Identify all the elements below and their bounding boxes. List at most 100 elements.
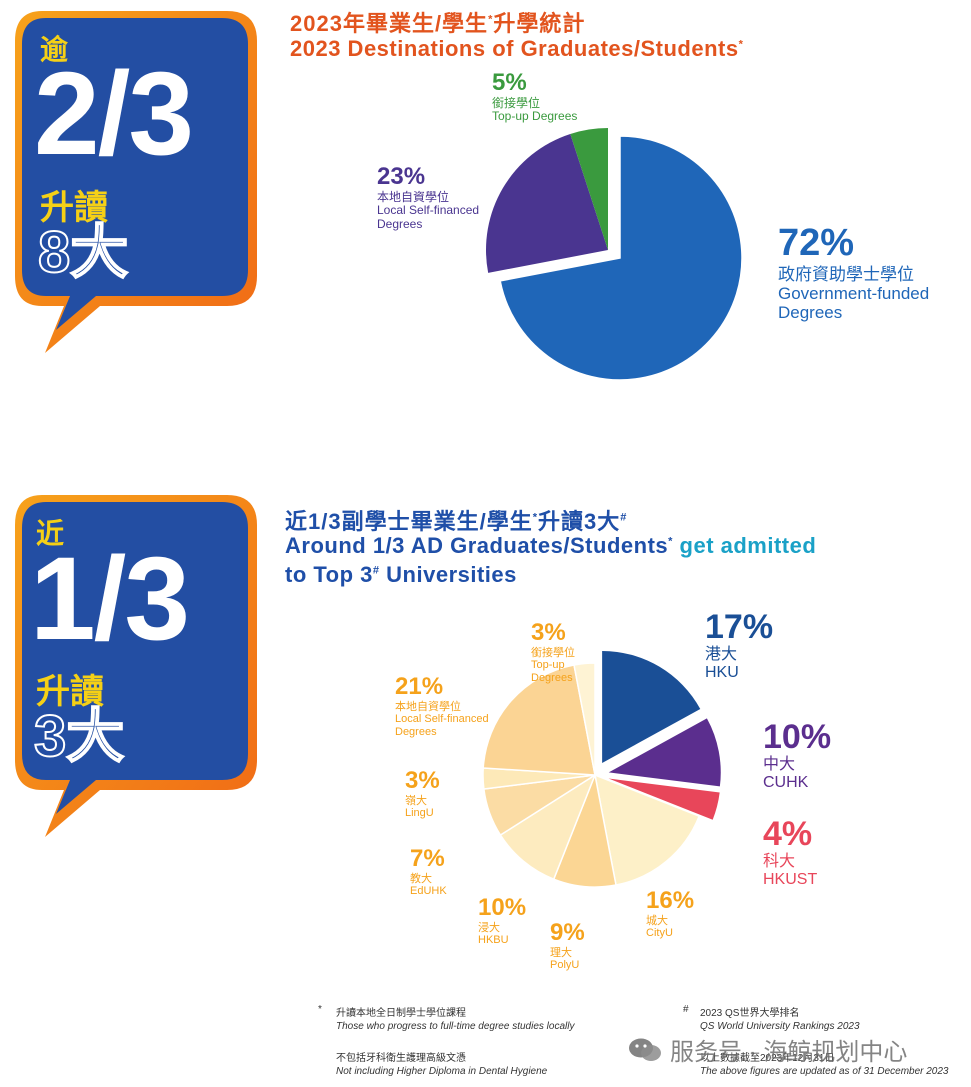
label-hkbu-cn: 浸大 [478,921,500,934]
pie-chart-1 [486,128,743,381]
footnote-dental-cn: 不包括牙科衛生護理高級文憑 [336,1053,466,1064]
label-cuhk: 10% 中大 CUHK [763,718,831,792]
pie2-slice-local-self-financed [482,664,596,776]
label-hkust-pct: 4% [763,815,813,853]
pie2-slice-hkust [608,778,720,820]
section2-title-en-c: to Top 3 [285,562,373,587]
section1-title-en-sup: * [738,38,744,51]
section1-title-en: 2023 Destinations of Graduates/Students* [290,36,743,62]
pie1-slice-local-self-financed [486,133,608,273]
section2-title-cn-sup: * [532,511,538,524]
label-govt-1: 72% 政府資助學士學位 Government-funded Degrees [778,222,929,322]
label-topup-2: 3% 銜接學位 Top-up Degrees [531,619,575,684]
pie-chart-2 [482,650,721,888]
label-lingu-en: LingU [405,807,434,820]
label-cityu-en: CityU [646,927,673,940]
label-cityu: 16% 城大 CityU [646,887,695,940]
footnote-update-en: The above figures are updated as of 31 D… [700,1066,949,1077]
section2-title-en-line2: to Top 3# Universities [285,562,517,588]
pie1-slice-government-funded [499,135,743,381]
footnote-star-en: Those who progress to full-time degree s… [336,1021,575,1032]
section2-title-en-sup: * [668,535,673,548]
badge1-line2: 8大 [37,220,129,285]
section1-title-cn-sup: * [488,13,494,26]
label-polyu-cn: 理大 [550,946,572,959]
label-selffin-1-pct: 23% [377,163,426,190]
badge2-line1: 升讀 [36,673,104,711]
badge2-line2: 3大 [33,704,125,769]
label-selffin-2-en: Local Self-financed [395,713,489,726]
label-selffin-1-en2: Degrees [377,216,423,231]
wechat-icon [628,1037,662,1063]
pie2-slice-cityu [594,773,701,886]
label-selffin-1-cn: 本地自資學位 [377,189,450,204]
watermark: 服务号 · 海鲸规划中心 [628,1032,907,1067]
label-hkust: 4% 科大 HKUST [763,815,817,889]
label-topup-2-en: Top-up [531,659,565,672]
section1-title-en-text: 2023 Destinations of Graduates/Students [290,36,739,61]
label-lingu-cn: 嶺大 [405,794,427,807]
section1-title-cn: 2023年畢業生/學生*升學統計 [290,6,585,38]
badge-2-3 [15,11,257,353]
label-eduhk: 7% 教大 EdUHK [410,845,447,898]
label-hkbu-pct: 10% [478,894,527,921]
footnote-hash-mark: # [683,1004,689,1015]
label-topup-1-pct: 5% [492,69,527,96]
label-hkbu: 10% 浸大 HKBU [478,894,527,947]
label-selffin-1-en: Local Self-financed [377,203,480,218]
label-eduhk-cn: 教大 [410,872,432,885]
footnote-hash-cn: 2023 QS世界大學排名 [700,1008,800,1019]
label-cuhk-cn: 中大 [763,756,796,774]
label-topup-2-cn: 銜接學位 [531,646,575,659]
label-topup-2-pct: 3% [531,619,566,646]
label-topup-2-en2: Degrees [531,671,573,684]
label-polyu-pct: 9% [550,919,585,946]
label-govt-1-en: Government-funded [778,283,930,303]
footnote-hash-en: QS World University Rankings 2023 [700,1021,860,1032]
label-topup-1: 5% 銜接學位 Top-up Degrees [492,69,578,124]
badge-1-3 [15,495,257,837]
label-polyu-en: PolyU [550,959,580,972]
label-selffin-2-cn: 本地自資學位 [395,700,461,713]
pie1-slice-top-up-degrees [570,128,608,250]
label-topup-1-cn: 銜接學位 [492,95,541,110]
label-selffin-1: 23% 本地自資學位 Local Self-financed Degrees [377,163,480,231]
label-cuhk-en: CUHK [763,773,809,791]
pie2-slice-cuhk [608,718,721,787]
section1-title-cn-text: 2023年畢業生/學生 [290,11,489,36]
label-selffin-2-en2: Degrees [395,725,437,738]
label-govt-1-cn: 政府資助學士學位 [778,264,914,284]
label-govt-1-en2: Degrees [778,302,843,322]
label-polyu: 9% 理大 PolyU [550,919,585,972]
badge1-prefix: 逾 [40,34,69,65]
label-selffin-2: 21% 本地自資學位 Local Self-financed Degrees [395,673,489,738]
label-cuhk-pct: 10% [763,718,832,756]
badge2-fraction: 1/3 [30,533,190,665]
section2-title-cn-text: 近1/3副學士畢業生/學生 [285,509,533,534]
section2-title-cn-sup2: # [620,511,628,524]
label-lingu: 3% 嶺大 LingU [405,767,440,820]
pie2-slice-top-up [573,662,596,776]
pie2-slice-hku [602,650,701,763]
label-topup-1-en: Top-up Degrees [492,109,578,124]
badge1-fraction: 2/3 [34,48,194,180]
label-cityu-cn: 城大 [646,914,668,927]
section2-title-cn-tail: 升讀3大 [537,509,621,534]
section2-title-en-b: get admitted [672,533,817,558]
label-govt-1-pct: 72% [778,222,855,264]
section2-title-en-sup2: # [372,564,380,577]
label-cityu-pct: 16% [646,887,695,914]
section2-title-en-a: Around 1/3 AD Graduates/Students [285,533,669,558]
section1-title-cn-tail: 升學統計 [493,11,586,36]
section2-title-cn: 近1/3副學士畢業生/學生*升讀3大# [285,504,627,536]
label-hkbu-en: HKBU [478,934,509,947]
label-eduhk-pct: 7% [410,845,445,872]
badge1-line1: 升讀 [40,189,108,227]
watermark-text: 服务号 · 海鲸规划中心 [670,1039,908,1066]
label-hku-en: HKU [705,663,739,681]
footnote-star-cn: 升讀本地全日制學士學位課程 [336,1008,466,1019]
label-lingu-pct: 3% [405,767,440,794]
label-eduhk-en: EdUHK [410,885,447,898]
label-hku-cn: 港大 [705,646,738,664]
section2-title-en-d: Universities [379,562,517,587]
